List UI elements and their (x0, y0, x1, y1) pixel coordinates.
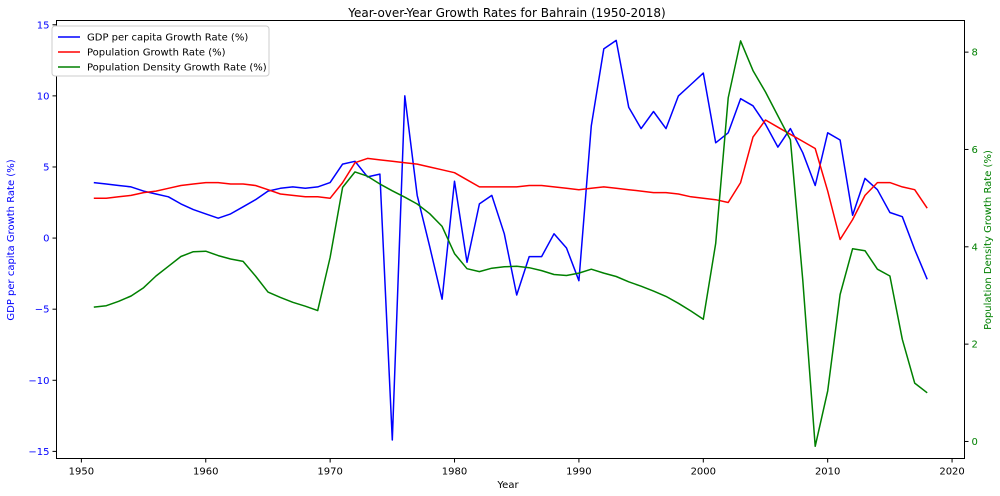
x-axis-title: Year (496, 480, 519, 491)
y-axis-left-title: GDP per capita Growth Rate (%) (6, 159, 17, 320)
y-left-tick-label: 0 (43, 234, 49, 245)
legend-label-2: Population Growth Rate (%) (87, 48, 226, 59)
y-left-tick-label: 5 (43, 162, 49, 173)
y-left-tick-label: 15 (37, 20, 50, 31)
y-axis-right-title: Population Density Growth Rate (%) (983, 150, 994, 330)
y-right-tick-label: 2 (972, 340, 978, 351)
y-left-tick-label: 10 (37, 91, 50, 102)
chart-title: Year-over-Year Growth Rates for Bahrain … (347, 6, 665, 20)
y-right-tick-label: 8 (972, 48, 978, 59)
series-line-3 (93, 40, 928, 448)
y-right-tick-label: 0 (972, 437, 978, 448)
y-right-tick-label: 6 (972, 145, 978, 156)
x-axis: 1950 1960 1970 1980 1990 2000 2010 2020 (69, 458, 965, 478)
y-axis-right: 0 2 4 6 8 (964, 48, 978, 448)
y-left-tick-label: −10 (28, 376, 49, 387)
series-line-1 (93, 39, 928, 441)
x-tick-label: 2000 (691, 467, 716, 478)
plot-lines (93, 39, 928, 448)
x-tick-label: 2010 (815, 467, 840, 478)
y-left-tick-label: −15 (28, 447, 49, 458)
y-axis-left: −15 −10 −5 0 5 10 15 (28, 20, 57, 458)
legend-box (51, 25, 270, 77)
x-tick-label: 1970 (317, 467, 342, 478)
legend-label-3: Population Density Growth Rate (%) (87, 63, 267, 74)
x-tick-label: 1960 (193, 467, 218, 478)
series-line-2 (93, 119, 928, 241)
plot-area-frame (56, 20, 965, 459)
y-right-tick-label: 4 (972, 242, 978, 253)
x-tick-label: 1950 (69, 467, 94, 478)
x-tick-label: 2020 (939, 467, 964, 478)
y-left-tick-label: −5 (35, 305, 50, 316)
x-tick-label: 1980 (442, 467, 467, 478)
x-tick-label: 1990 (566, 467, 591, 478)
legend: GDP per capita Growth Rate (%) Population… (51, 25, 270, 77)
legend-label-1: GDP per capita Growth Rate (%) (87, 33, 248, 44)
